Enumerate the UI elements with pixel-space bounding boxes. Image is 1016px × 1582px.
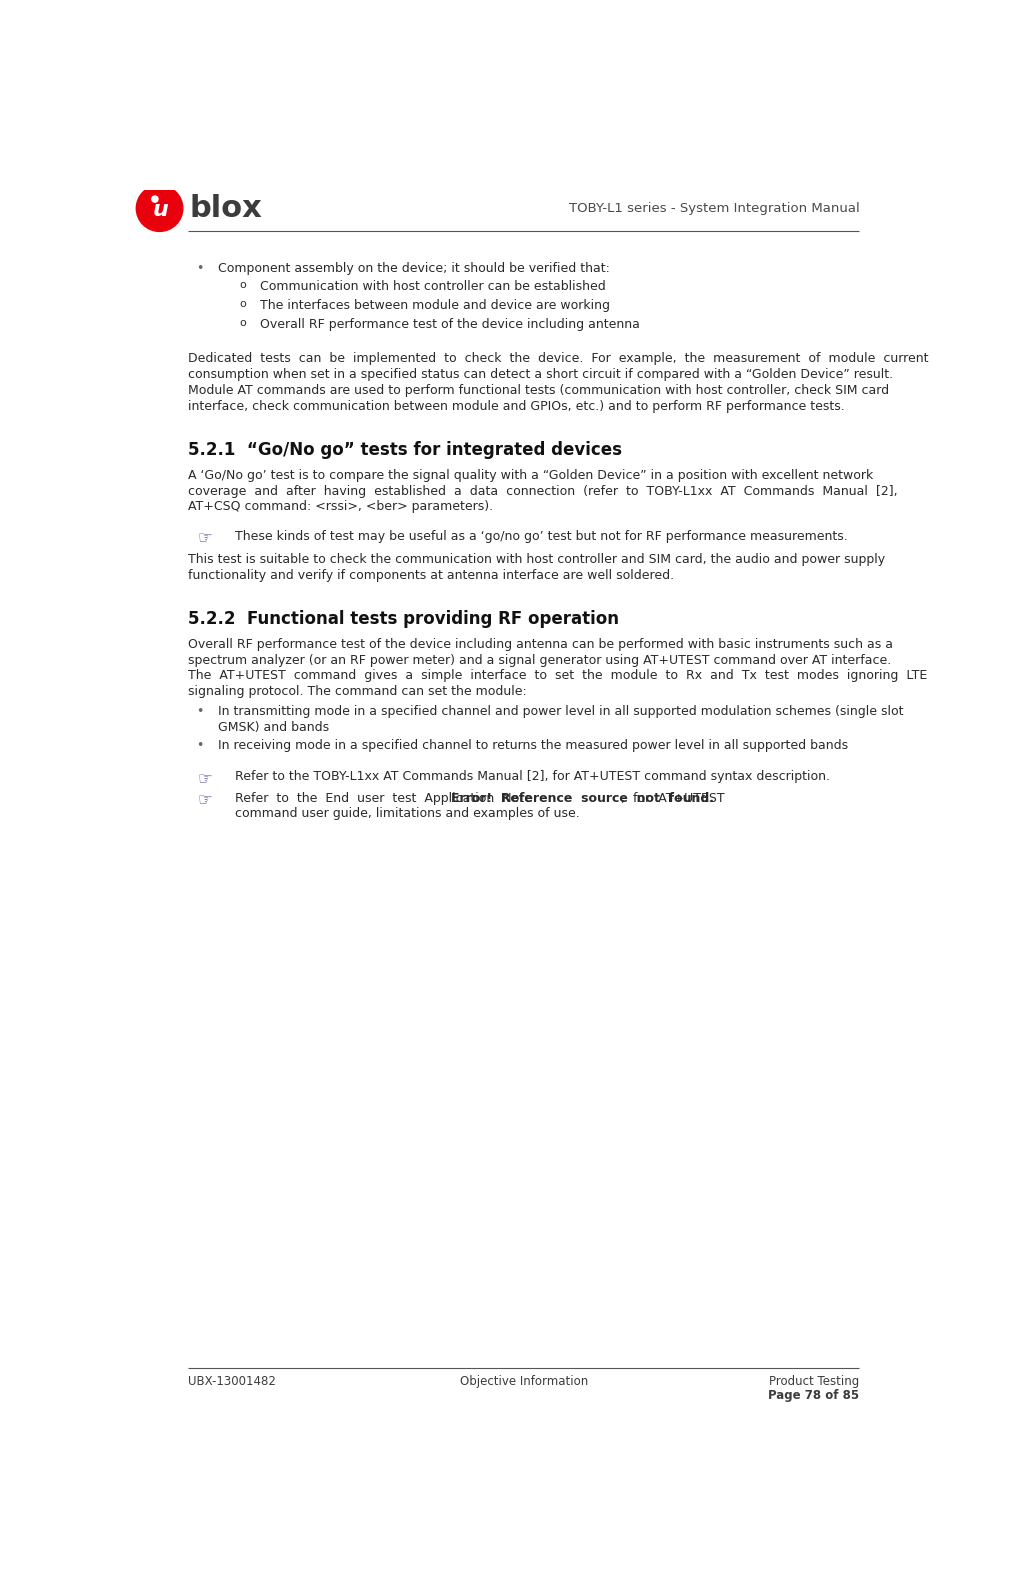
Text: o: o bbox=[239, 299, 246, 308]
Text: In transmitting mode in a specified channel and power level in all supported mod: In transmitting mode in a specified chan… bbox=[217, 706, 903, 718]
Circle shape bbox=[136, 185, 183, 231]
Text: ☞: ☞ bbox=[198, 791, 212, 810]
Text: spectrum analyzer (or an RF power meter) and a signal generator using AT+UTEST c: spectrum analyzer (or an RF power meter)… bbox=[188, 653, 891, 666]
Text: ☞: ☞ bbox=[198, 770, 212, 788]
Text: In receiving mode in a specified channel to returns the measured power level in : In receiving mode in a specified channel… bbox=[217, 739, 847, 751]
Text: 5.2.1  “Go/No go” tests for integrated devices: 5.2.1 “Go/No go” tests for integrated de… bbox=[188, 441, 622, 459]
Text: Component assembly on the device; it should be verified that:: Component assembly on the device; it sho… bbox=[217, 263, 610, 275]
Text: command user guide, limitations and examples of use.: command user guide, limitations and exam… bbox=[235, 807, 579, 821]
Text: u: u bbox=[152, 199, 169, 220]
Text: o: o bbox=[239, 280, 246, 291]
Text: These kinds of test may be useful as a ‘go/no go’ test but not for RF performanc: These kinds of test may be useful as a ‘… bbox=[235, 530, 847, 543]
Text: GMSK) and bands: GMSK) and bands bbox=[217, 721, 329, 734]
Text: Communication with host controller can be established: Communication with host controller can b… bbox=[259, 280, 606, 293]
Text: •: • bbox=[196, 263, 203, 275]
Text: •: • bbox=[196, 739, 203, 751]
Text: ,  for  AT+UTEST: , for AT+UTEST bbox=[622, 791, 725, 805]
Text: Objective Information: Objective Information bbox=[459, 1375, 588, 1387]
Text: 5.2.2  Functional tests providing RF operation: 5.2.2 Functional tests providing RF oper… bbox=[188, 611, 619, 628]
Text: A ‘Go/No go’ test is to compare the signal quality with a “Golden Device” in a p: A ‘Go/No go’ test is to compare the sign… bbox=[188, 468, 874, 483]
Text: o: o bbox=[239, 318, 246, 327]
Text: AT+CSQ command: <rssi>, <ber> parameters).: AT+CSQ command: <rssi>, <ber> parameters… bbox=[188, 500, 494, 514]
Text: This test is suitable to check the communication with host controller and SIM ca: This test is suitable to check the commu… bbox=[188, 554, 885, 566]
Text: Refer to the TOBY-L1xx AT Commands Manual [2], for AT+UTEST command syntax descr: Refer to the TOBY-L1xx AT Commands Manua… bbox=[235, 770, 830, 783]
Text: •: • bbox=[196, 706, 203, 718]
Text: Overall RF performance test of the device including antenna can be performed wit: Overall RF performance test of the devic… bbox=[188, 638, 893, 650]
Text: blox: blox bbox=[189, 195, 262, 223]
Text: TOBY-L1 series - System Integration Manual: TOBY-L1 series - System Integration Manu… bbox=[569, 202, 860, 215]
Text: ☞: ☞ bbox=[198, 530, 212, 547]
Text: UBX-13001482: UBX-13001482 bbox=[188, 1375, 276, 1387]
Text: Module AT commands are used to perform functional tests (communication with host: Module AT commands are used to perform f… bbox=[188, 384, 889, 397]
Text: Refer  to  the  End  user  test  Application  Note: Refer to the End user test Application N… bbox=[235, 791, 539, 805]
Text: Product Testing: Product Testing bbox=[769, 1375, 860, 1387]
Text: coverage  and  after  having  established  a  data  connection  (refer  to  TOBY: coverage and after having established a … bbox=[188, 484, 898, 498]
Text: signaling protocol. The command can set the module:: signaling protocol. The command can set … bbox=[188, 685, 527, 698]
Text: functionality and verify if components at antenna interface are well soldered.: functionality and verify if components a… bbox=[188, 570, 675, 582]
Text: The  AT+UTEST  command  gives  a  simple  interface  to  set  the  module  to  R: The AT+UTEST command gives a simple inte… bbox=[188, 669, 928, 682]
Text: Overall RF performance test of the device including antenna: Overall RF performance test of the devic… bbox=[259, 318, 639, 331]
Text: Dedicated  tests  can  be  implemented  to  check  the  device.  For  example,  : Dedicated tests can be implemented to ch… bbox=[188, 353, 929, 365]
Circle shape bbox=[151, 196, 158, 202]
Text: interface, check communication between module and GPIOs, etc.) and to perform RF: interface, check communication between m… bbox=[188, 400, 845, 413]
Text: Error!  Reference  source  not  found.: Error! Reference source not found. bbox=[450, 791, 713, 805]
Text: Page 78 of 85: Page 78 of 85 bbox=[768, 1389, 860, 1402]
Text: consumption when set in a specified status can detect a short circuit if compare: consumption when set in a specified stat… bbox=[188, 369, 893, 381]
Text: The interfaces between module and device are working: The interfaces between module and device… bbox=[259, 299, 610, 312]
